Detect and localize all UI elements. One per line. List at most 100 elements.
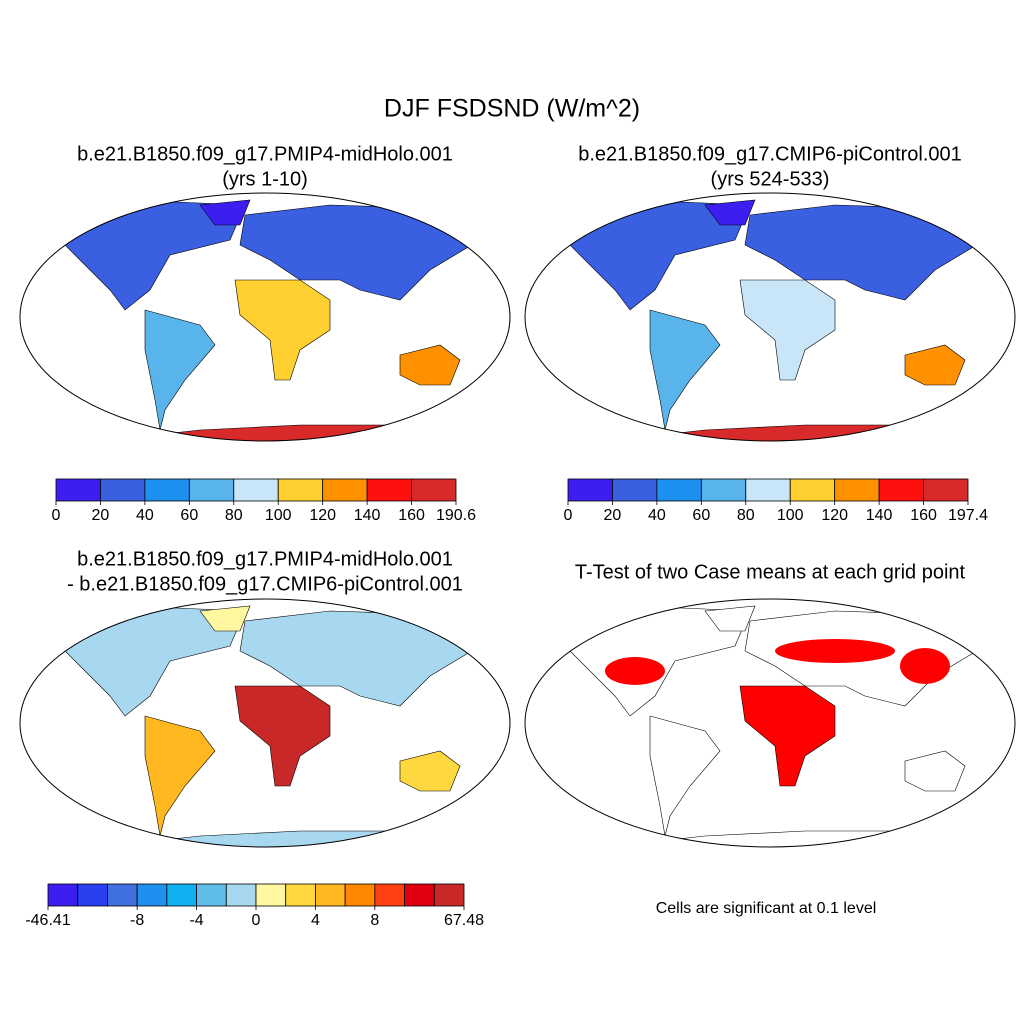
figure-title: DJF FSDSND (W/m^2)	[384, 95, 640, 123]
note: Cells are significant at 0.1 level	[656, 900, 877, 917]
map	[49, 199, 481, 441]
colorbar-label: 20	[604, 507, 622, 524]
colorbar-label: 80	[225, 507, 243, 524]
land	[704, 605, 756, 632]
colorbar-label: 0	[52, 507, 61, 524]
colorbar-box	[100, 478, 146, 502]
land	[399, 750, 461, 792]
land	[904, 750, 966, 792]
colorbar-label: 0	[564, 507, 573, 524]
panel-title: (yrs 524-533)	[711, 168, 830, 190]
colorbar-label: 100	[777, 507, 804, 524]
map	[554, 199, 986, 441]
map-border	[524, 598, 1016, 848]
colorbar-label: 197.4	[948, 507, 988, 524]
colorbar-label: 120	[821, 507, 848, 524]
colorbar-label: -4	[189, 912, 203, 929]
panel-title: T-Test of two Case means at each grid po…	[575, 561, 966, 583]
colorbar-box	[233, 478, 279, 502]
land	[739, 279, 836, 381]
land	[144, 309, 216, 431]
colorbar-box	[878, 478, 924, 502]
significant-cells	[775, 639, 895, 663]
colorbar-box	[144, 478, 190, 502]
colorbar-label: -46.41	[25, 912, 70, 929]
colorbar-label: 67.48	[444, 912, 484, 929]
panel-title: b.e21.B1850.f09_g17.PMIP4-midHolo.001	[77, 143, 453, 165]
colorbar-box	[285, 883, 316, 907]
colorbar-box	[255, 883, 287, 907]
land	[109, 830, 441, 847]
map-border	[19, 598, 511, 848]
colorbar-box	[612, 478, 658, 502]
colorbar-label: 190.6	[436, 507, 476, 524]
panel-title: b.e21.B1850.f09_g17.CMIP6-piControl.001	[578, 143, 962, 165]
land	[234, 685, 331, 787]
colorbar-box	[55, 478, 101, 502]
significant-cells	[900, 648, 950, 684]
map-border	[19, 192, 511, 442]
colorbar-box	[789, 478, 836, 502]
colorbar-box	[656, 478, 702, 502]
land	[739, 685, 836, 787]
colorbar-label: 80	[737, 507, 755, 524]
colorbar-label: 100	[265, 507, 292, 524]
land	[49, 605, 246, 717]
colorbar-label: 0	[252, 912, 261, 929]
significant-cells	[605, 657, 665, 685]
land	[399, 344, 461, 386]
land	[614, 424, 946, 441]
colorbar-box	[277, 478, 324, 502]
colorbar-label: 160	[910, 507, 937, 524]
colorbar-box	[166, 883, 197, 907]
colorbar-label: 60	[180, 507, 198, 524]
colorbar-label: 60	[692, 507, 710, 524]
colorbar-label: 120	[309, 507, 336, 524]
colorbar-label: -8	[130, 912, 144, 929]
colorbar-box	[77, 883, 108, 907]
colorbar-box	[196, 883, 227, 907]
land	[234, 279, 331, 381]
colorbar-label: 40	[136, 507, 154, 524]
colorbar-box	[315, 883, 346, 907]
colorbar-box	[700, 478, 747, 502]
land	[144, 715, 216, 837]
map	[49, 605, 481, 847]
land	[614, 830, 946, 847]
colorbar-box	[188, 478, 235, 502]
colorbar-box	[374, 883, 405, 907]
panel-title: (yrs 1-10)	[222, 168, 308, 190]
map	[554, 605, 986, 847]
land	[904, 344, 966, 386]
map-border	[524, 192, 1016, 442]
colorbar-box	[366, 478, 412, 502]
colorbar-box	[411, 478, 457, 502]
panel-title: b.e21.B1850.f09_g17.PMIP4-midHolo.001	[77, 548, 453, 570]
colorbar-box	[404, 883, 435, 907]
land	[199, 199, 251, 226]
colorbar-box	[136, 883, 168, 907]
colorbar-box	[745, 478, 791, 502]
colorbar-box	[322, 478, 368, 502]
colorbar-label: 8	[370, 912, 379, 929]
panel-title: - b.e21.B1850.f09_g17.CMIP6-piControl.00…	[67, 573, 463, 595]
colorbar-box	[567, 478, 613, 502]
land	[554, 199, 751, 311]
colorbar-label: 140	[354, 507, 381, 524]
colorbar-box	[344, 883, 376, 907]
land	[649, 309, 721, 431]
land	[649, 715, 721, 837]
land	[199, 605, 251, 632]
colorbar-box	[433, 883, 465, 907]
colorbar-label: 160	[398, 507, 425, 524]
colorbar-box	[834, 478, 880, 502]
land	[49, 199, 246, 311]
colorbar-box	[47, 883, 79, 907]
colorbar-box	[923, 478, 969, 502]
colorbar-label: 20	[92, 507, 110, 524]
colorbar-label: 140	[866, 507, 893, 524]
colorbar-label: 4	[311, 912, 320, 929]
land	[704, 199, 756, 226]
